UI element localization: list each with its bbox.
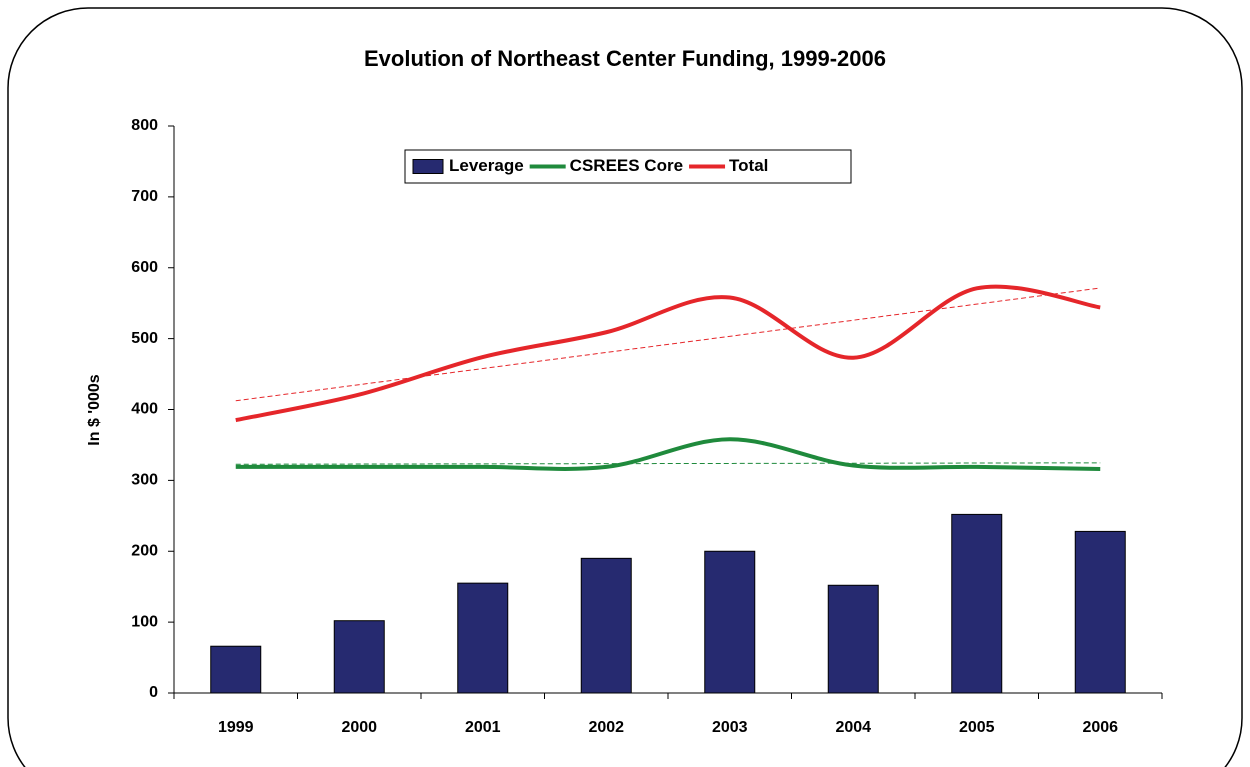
bar [457,582,509,694]
x-tick-label: 1999 [218,719,254,736]
y-tick-label: 800 [131,117,158,134]
chart-frame [7,7,1243,767]
bar [951,513,1003,694]
y-tick-label: 0 [149,684,158,701]
y-tick-label: 200 [131,542,158,559]
y-tick-label: 600 [131,259,158,276]
legend-box [404,149,852,184]
x-tick-label: 2001 [465,719,501,736]
y-tick-label: 700 [131,188,158,205]
line [235,437,1101,472]
bar [1074,530,1126,694]
x-tick-label: 2006 [1082,719,1118,736]
chart-title: Evolution of Northeast Center Funding, 1… [364,46,886,71]
y-tick-label: 100 [131,613,158,630]
legend-label: CSREES Core [570,156,683,175]
line [235,284,1101,423]
y-axis-label: In $ '000s [86,374,103,446]
bar [704,550,756,694]
legend-swatch [412,159,444,174]
y-tick-label: 500 [131,330,158,347]
legend-label: Total [729,156,768,175]
bar [210,645,262,694]
x-tick-label: 2000 [341,719,377,736]
y-tick-label: 300 [131,472,158,489]
x-tick-label: 2003 [712,719,748,736]
trend-line [235,287,1101,402]
legend-label: Leverage [449,156,524,175]
y-tick-label: 400 [131,401,158,418]
x-tick-label: 2005 [959,719,995,736]
bar [333,620,385,694]
x-tick-label: 2002 [588,719,624,736]
trend-line [235,462,1101,465]
bar [580,557,632,694]
bar [827,584,879,694]
x-tick-label: 2004 [835,719,871,736]
